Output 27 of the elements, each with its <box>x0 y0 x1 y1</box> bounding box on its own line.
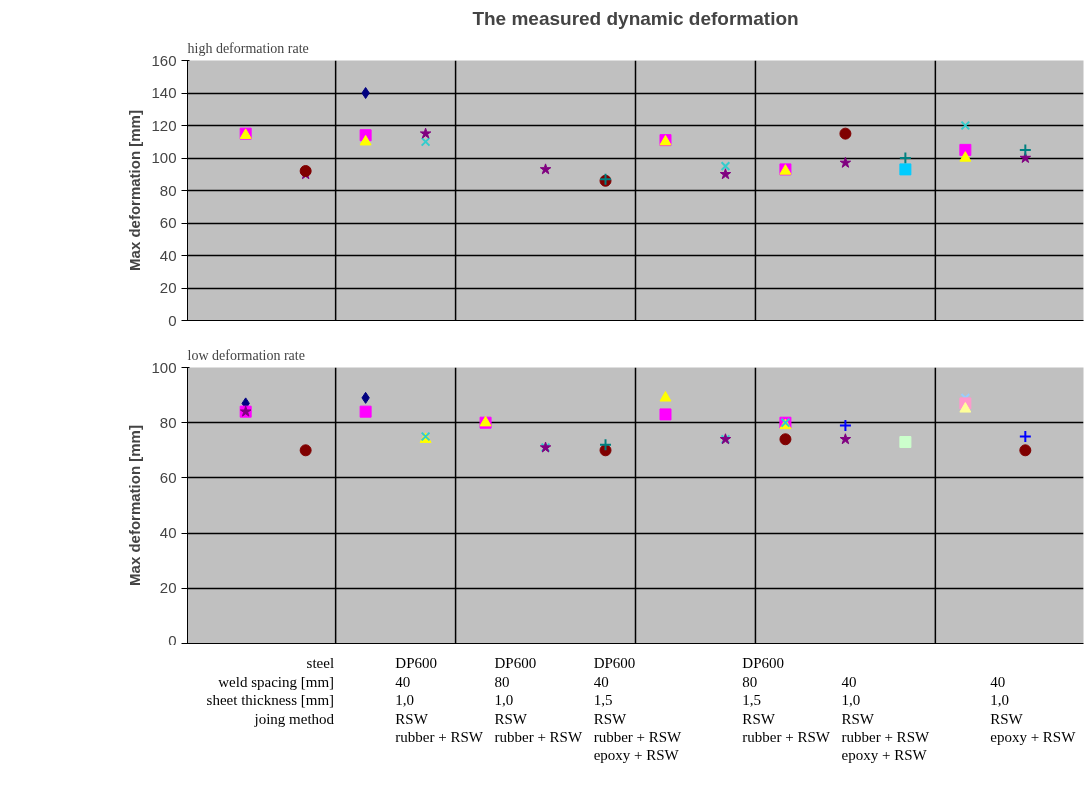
chart-subtitle: high deformation rate <box>187 40 309 56</box>
text: DP600 80 1,0 RSW rubber + RSW <box>494 655 583 746</box>
text: DP600 40 1,0 RSW rubber + RSW <box>395 655 484 746</box>
y-tick-label: 60 <box>159 214 177 231</box>
y-tick-label: 20 <box>159 279 177 296</box>
y-tick-label: 0 <box>168 311 177 329</box>
chart-title: The measured dynamic deformation <box>472 7 799 29</box>
text: DP600 80 1,5 RSW rubber + RSW <box>742 655 831 746</box>
chart-subtitle: low deformation rate <box>187 347 305 363</box>
text: DP600 40 1,5 RSW rubber + RSW epoxy + RSW <box>593 655 683 764</box>
y-tick-label: 40 <box>159 524 177 542</box>
y-tick-label: 140 <box>151 84 177 101</box>
text: steel weld spacing [mm] sheet thickness [mm] joing method <box>206 655 335 727</box>
y-tick-label: 60 <box>159 468 177 486</box>
y-tick-label: 100 <box>151 149 177 166</box>
y-tick-label: 80 <box>159 181 177 199</box>
y-tick-label: 20 <box>159 579 177 597</box>
y-axis-title: Max deformation [mm] <box>126 110 144 271</box>
text: 40 1,0 RSW epoxy + RSW <box>990 673 1077 746</box>
y-tick-label: 120 <box>151 116 177 134</box>
y-tick-label: 40 <box>159 246 177 264</box>
y-tick-label: 100 <box>151 358 177 376</box>
y-tick-label: 160 <box>151 51 177 69</box>
text: 40 1,0 RSW rubber + RSW epoxy + RSW <box>841 673 930 764</box>
y-tick-label: 0 <box>168 631 177 649</box>
y-tick-label: 80 <box>159 413 177 431</box>
y-axis-title: Max deformation [mm] <box>126 425 144 586</box>
